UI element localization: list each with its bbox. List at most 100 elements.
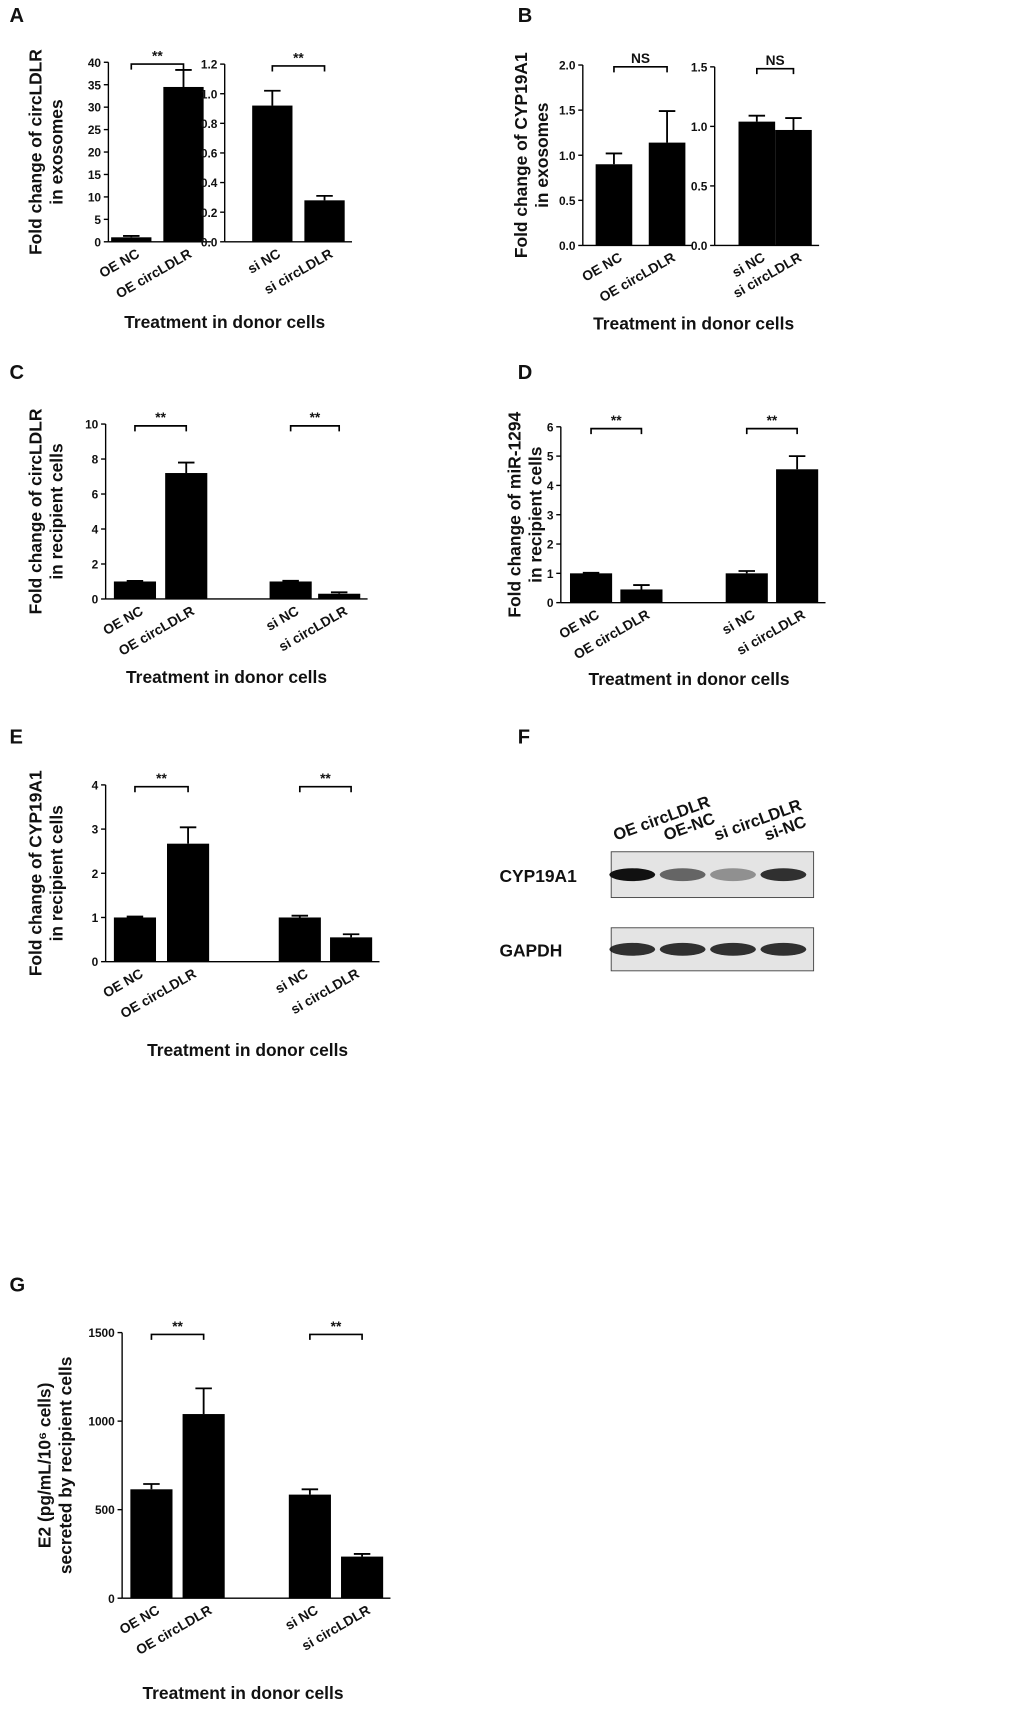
significance-bracket: [613, 66, 668, 73]
bar: [269, 581, 312, 599]
y-tick-label: 1: [92, 911, 99, 925]
x-axis-label: Treatment in donor cells: [126, 667, 327, 687]
y-tick-label: 0: [92, 593, 99, 607]
band: [659, 868, 706, 882]
error-bar: [291, 914, 309, 918]
error-bar: [179, 826, 197, 844]
y-axis-label: secreted by recipient cells: [56, 1357, 76, 1575]
y-tick-label: 0.5: [691, 180, 708, 194]
x-tick-label: si NC: [720, 607, 758, 638]
y-axis-label: E2 (pg/mL/10⁶ cells): [35, 1383, 55, 1549]
error-bar: [633, 584, 650, 590]
bar: [775, 129, 812, 246]
significance-label: **: [155, 410, 166, 425]
band: [609, 942, 656, 956]
bar: [738, 121, 776, 246]
x-axis-label: Treatment in donor cells: [143, 1683, 344, 1703]
panel-label: B: [518, 5, 533, 27]
x-axis-label: Treatment in donor cells: [593, 314, 794, 334]
error-bar: [748, 114, 766, 122]
significance-bracket: [309, 1333, 363, 1340]
x-tick-label: si NC: [273, 966, 311, 997]
y-axis-label: Fold change of CYP19A1: [511, 52, 531, 258]
y-axis-label: in exosomes: [47, 99, 67, 204]
bar: [130, 1489, 173, 1599]
band: [710, 942, 756, 956]
significance-bracket: [130, 63, 185, 70]
error-bar: [195, 1387, 212, 1415]
y-tick-label: 40: [88, 56, 102, 70]
significance-bracket: [134, 785, 189, 793]
x-axis-label: Treatment in donor cells: [589, 669, 790, 689]
y-tick-label: 1.2: [201, 58, 218, 72]
error-bar: [282, 579, 299, 582]
error-bar: [738, 570, 755, 574]
significance-bracket: [150, 1333, 205, 1340]
y-tick-label: 6: [547, 420, 554, 434]
significance-label: **: [767, 413, 778, 428]
significance-label: **: [156, 771, 167, 786]
x-tick-label: si NC: [245, 246, 283, 277]
error-bar: [788, 455, 806, 470]
row-label: GAPDH: [499, 941, 562, 961]
y-tick-label: 0.0: [691, 239, 708, 253]
bar: [341, 1556, 384, 1599]
bar: [167, 843, 210, 962]
panel-label: E: [9, 727, 22, 749]
band: [609, 868, 656, 882]
panel-label: G: [9, 1274, 25, 1296]
y-tick-label: 3: [547, 508, 554, 522]
significance-bracket: [271, 65, 326, 72]
y-tick-label: 0: [94, 235, 101, 249]
significance-label: **: [611, 413, 622, 428]
significance-label: **: [320, 771, 331, 786]
y-tick-label: 2.0: [559, 59, 576, 73]
error-bar: [175, 68, 192, 87]
y-tick-label: 2: [92, 558, 99, 572]
error-bar: [316, 194, 333, 201]
y-tick-label: 20: [88, 146, 102, 160]
y-tick-label: 15: [88, 168, 102, 182]
y-tick-label: 3: [92, 823, 99, 837]
row-label: CYP19A1: [499, 866, 577, 886]
y-tick-label: 0.4: [201, 176, 218, 190]
y-tick-label: 500: [95, 1503, 115, 1517]
error-bar: [264, 89, 281, 106]
y-tick-label: 0.0: [201, 235, 218, 249]
y-tick-label: 0.6: [201, 147, 218, 161]
y-axis-label: Fold change of CYP19A1: [26, 770, 46, 976]
significance-label: **: [152, 48, 163, 63]
y-tick-label: 35: [88, 78, 102, 92]
error-bar: [123, 235, 140, 238]
y-tick-label: 0: [92, 955, 99, 969]
y-tick-label: 5: [94, 213, 101, 227]
y-tick-label: 6: [92, 488, 99, 502]
y-tick-label: 4: [92, 523, 99, 537]
y-axis-label: Fold change of circLDLR: [26, 408, 46, 614]
y-tick-label: 2: [547, 538, 554, 552]
y-tick-label: 0.0: [559, 239, 576, 253]
y-tick-label: 1.0: [691, 120, 708, 134]
error-bar: [342, 933, 360, 938]
significance-label: **: [310, 410, 321, 425]
bar: [569, 573, 613, 603]
y-axis-label: Fold change of circLDLR: [26, 49, 46, 255]
y-tick-label: 1: [547, 567, 554, 581]
y-tick-label: 1.5: [559, 104, 576, 118]
band: [760, 868, 807, 882]
bar: [304, 200, 345, 242]
bar: [163, 86, 204, 242]
significance-bracket: [134, 425, 188, 432]
error-bar: [126, 915, 144, 918]
bar: [252, 105, 293, 242]
x-axis-label: Treatment in donor cells: [147, 1040, 348, 1060]
bar: [182, 1414, 225, 1599]
band: [710, 868, 756, 882]
error-bar: [605, 152, 623, 165]
y-tick-label: 30: [88, 101, 102, 115]
y-tick-label: 10: [85, 418, 99, 432]
error-bar: [301, 1488, 319, 1495]
error-bar: [126, 580, 144, 582]
bar: [111, 237, 152, 242]
significance-label: NS: [766, 53, 785, 68]
